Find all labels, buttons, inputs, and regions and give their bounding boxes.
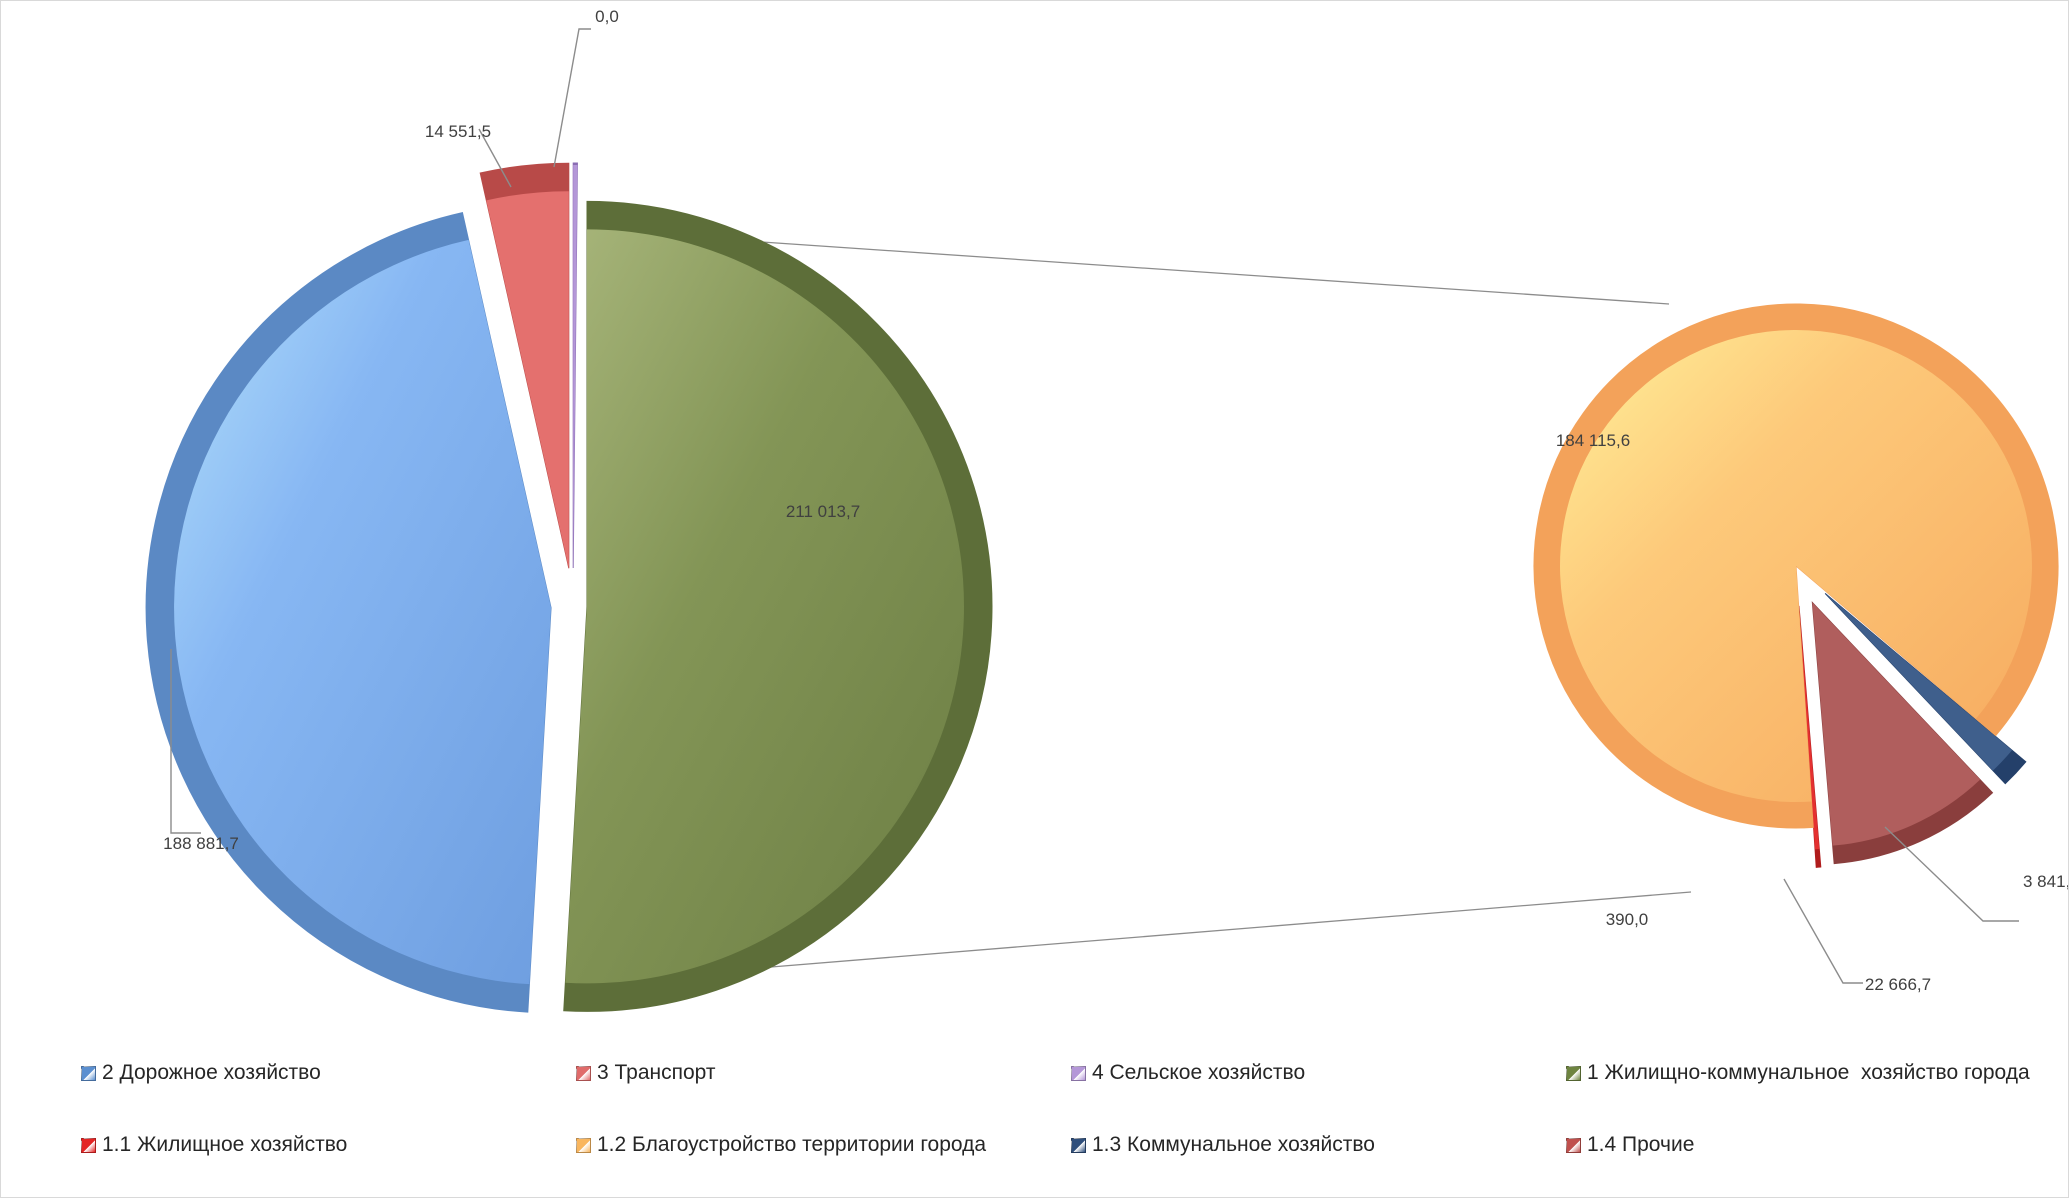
legend-swatch xyxy=(576,1137,591,1153)
legend-label: 4 Сельское хозяйство xyxy=(1092,1061,1306,1084)
slice-3-транспорт-face xyxy=(486,191,569,569)
legend-label: 3 Транспорт xyxy=(597,1061,716,1084)
legend-label: 1.2 Благоустройство территории города xyxy=(597,1133,987,1156)
slice-2-дорожное-хозяйство xyxy=(145,212,552,1013)
label-1-4-прочие: 22 666,7 xyxy=(1865,975,1931,994)
slice-4-сельское-хозяйство xyxy=(572,162,578,569)
legend-item-1-4-прочие: 1.4 Прочие xyxy=(1566,1133,2041,1157)
label-2-дорожное-хозяйство: 188 881,7 xyxy=(163,834,239,853)
leader-4-сельское-хозяйство xyxy=(553,28,591,168)
data-labels: 211 013,7 188 881,7 14 551,5 0,0 184 115,6 39… xyxy=(163,7,2069,994)
legend-swatch xyxy=(1071,1137,1086,1153)
slice-1-2-благоустройство-территории-города-face xyxy=(1560,330,2033,802)
legend-item-1-1-жилищное-хозяйство: 1.1 Жилищное хозяйство xyxy=(81,1133,576,1157)
slice-4-сельское-хозяйство-face xyxy=(573,165,578,569)
legend-swatch xyxy=(1071,1065,1086,1081)
pie-slices xyxy=(145,162,2059,1013)
slice-1-4-прочие-face xyxy=(1812,602,1981,846)
slice-3-транспорт xyxy=(479,162,570,569)
leader-3-транспорт xyxy=(478,128,512,188)
label-3-транспорт: 14 551,5 xyxy=(425,122,491,141)
slice-1-3-коммунальное-хозяйство-face xyxy=(1825,593,2013,771)
legend-label: 1.1 Жилищное хозяйство xyxy=(102,1133,348,1156)
legend: 2 Дорожное хозяйство 3 Транспорт 4 Сельско… xyxy=(81,1061,2041,1157)
legend-label: 1 Жилищно-коммунальное хозяйство города xyxy=(1587,1061,2030,1084)
legend-item-4-сельское-хозяйство: 4 Сельское хозяйство xyxy=(1071,1061,1566,1085)
slice-2-дорожное-хозяйство-face xyxy=(174,239,552,985)
connector-line-top xyxy=(586,229,1670,305)
label-1-3-коммунальное-хозяйство: 3 841,4 xyxy=(2023,872,2069,891)
label-4-сельское-хозяйство: 0,0 xyxy=(595,7,619,26)
legend-item-2-дорожное-хозяйство: 2 Дорожное хозяйство xyxy=(81,1061,576,1085)
legend-item-1-жилищно-коммунальное-хозяйство-города: 1 Жилищно-коммунальное хозяйство города xyxy=(1566,1061,2041,1085)
legend-item-1-2-благоустройство-территории-города: 1.2 Благоустройство территории города xyxy=(576,1133,1071,1157)
legend-label: 1.3 Коммунальное хозяйство xyxy=(1092,1133,1375,1156)
slice-1-жилищно-коммунальное-хозяйство-города-face xyxy=(565,229,964,984)
label-1-1-жилищное-хозяйство: 390,0 xyxy=(1606,910,1649,929)
leader-1-4-прочие xyxy=(1783,878,1863,984)
legend-swatch xyxy=(81,1137,96,1153)
legend-item-1-3-коммунальное-хозяйство: 1.3 Коммунальное хозяйство xyxy=(1071,1133,1566,1157)
label-1-2-благоустройство-территории-города: 184 115,6 xyxy=(1556,431,1630,450)
slice-1-3-коммунальное-хозяйство xyxy=(1824,593,2027,785)
label-1-жилищно-коммунальное-хозяйство-города: 211 013,7 xyxy=(786,502,860,521)
leader-1-3-коммунальное-хозяйство xyxy=(1884,826,2019,922)
slice-1-1-жилищное-хозяйство xyxy=(1798,605,1822,868)
legend-item-3-транспорт: 3 Транспорт xyxy=(576,1061,1071,1085)
leader-2-дорожное-хозяйство xyxy=(170,649,201,834)
legend-swatch xyxy=(1566,1065,1581,1081)
legend-swatch xyxy=(576,1065,591,1081)
legend-swatch xyxy=(1566,1137,1581,1153)
slice-1-жилищно-коммунальное-хозяйство-города xyxy=(563,200,993,1012)
slice-1-1-жилищное-хозяйство-face xyxy=(1798,605,1820,850)
slice-1-2-благоустройство-территории-города xyxy=(1533,303,2059,829)
legend-label: 1.4 Прочие xyxy=(1587,1133,1695,1156)
slice-1-4-прочие xyxy=(1811,601,1994,865)
leader-lines xyxy=(170,28,2019,984)
legend-swatch xyxy=(81,1065,96,1081)
legend-label: 2 Дорожное хозяйство xyxy=(102,1061,321,1084)
